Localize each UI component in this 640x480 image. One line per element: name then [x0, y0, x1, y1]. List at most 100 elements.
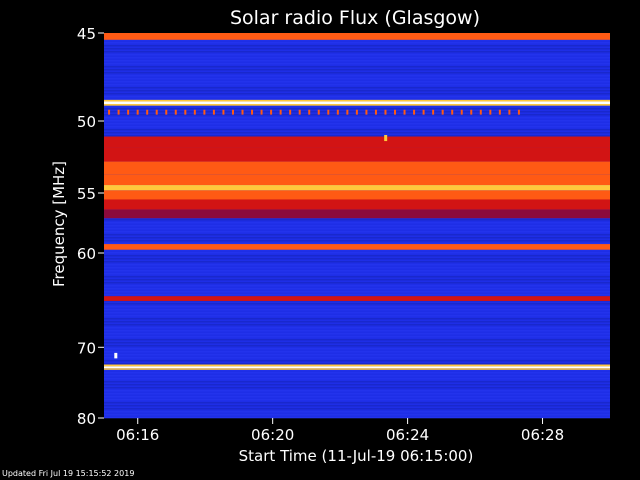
- background-stripe: [104, 375, 610, 377]
- spike-mark: [498, 109, 501, 115]
- background-stripe: [104, 330, 610, 332]
- frequency-band: [104, 33, 610, 40]
- background-stripe: [104, 261, 610, 263]
- chart-title: Solar radio Flux (Glasgow): [230, 7, 480, 29]
- background-stripe: [104, 234, 610, 236]
- spike-mark: [394, 109, 397, 115]
- background-stripe: [104, 123, 610, 125]
- background-stripe: [104, 318, 610, 320]
- spike-mark: [489, 109, 492, 115]
- frequency-band: [104, 161, 610, 175]
- frequency-band: [104, 366, 610, 369]
- x-tick-label: 06:24: [386, 426, 429, 444]
- spike-mark: [441, 109, 444, 115]
- frequency-band: [104, 174, 610, 186]
- background-stripe: [104, 126, 610, 128]
- background-stripe: [104, 291, 610, 293]
- background-stripe: [104, 333, 610, 335]
- spike-mark: [479, 109, 482, 115]
- background-stripe: [104, 219, 610, 221]
- background-stripe: [104, 324, 610, 326]
- updated-timestamp: Updated Fri Jul 19 15:15:52 2019: [2, 469, 135, 478]
- burst-mark: [384, 135, 388, 142]
- spike-mark: [222, 109, 225, 115]
- spike-mark: [279, 109, 282, 115]
- background-stripe: [104, 348, 610, 350]
- background-stripe: [104, 51, 610, 53]
- background-stripe: [104, 336, 610, 338]
- background-stripe: [104, 321, 610, 323]
- background-stripe: [104, 60, 610, 62]
- background-stripe: [104, 249, 610, 251]
- spike-mark: [460, 109, 463, 115]
- background-stripe: [104, 225, 610, 227]
- spike-mark: [193, 109, 196, 115]
- background-stripe: [104, 135, 610, 137]
- x-tick-label: 06:20: [251, 426, 294, 444]
- frequency-band: [104, 199, 610, 210]
- spike-mark: [251, 109, 254, 115]
- spike-mark: [241, 109, 244, 115]
- frequency-band: [104, 136, 610, 148]
- frequency-band: [104, 368, 610, 370]
- x-axis-label: Start Time (11-Jul-19 06:15:00): [239, 447, 474, 465]
- background-stripe: [104, 45, 610, 47]
- spike-mark: [155, 109, 158, 115]
- background-stripe: [104, 327, 610, 329]
- background-stripe: [104, 408, 610, 410]
- background-stripe: [104, 315, 610, 317]
- spike-mark: [146, 109, 149, 115]
- y-tick-label: 60: [77, 245, 96, 263]
- background-stripe: [104, 66, 610, 68]
- background-stripe: [104, 69, 610, 71]
- background-stripe: [104, 105, 610, 107]
- frequency-band: [104, 104, 610, 106]
- background-stripe: [104, 87, 610, 89]
- background-stripe: [104, 384, 610, 386]
- y-tick-label: 80: [77, 410, 96, 428]
- spike-mark: [165, 109, 168, 115]
- spike-mark: [327, 109, 330, 115]
- frequency-band: [104, 185, 610, 191]
- spike-mark: [231, 109, 234, 115]
- y-tick-label: 50: [77, 113, 96, 131]
- background-stripe: [104, 294, 610, 296]
- background-stripe: [104, 345, 610, 347]
- background-stripe: [104, 258, 610, 260]
- background-stripe: [104, 309, 610, 311]
- background-stripe: [104, 288, 610, 290]
- background-stripe: [104, 237, 610, 239]
- background-stripe: [104, 276, 610, 278]
- background-stripe: [104, 93, 610, 95]
- background-stripe: [104, 279, 610, 281]
- spike-mark: [212, 109, 215, 115]
- background-stripe: [104, 285, 610, 287]
- background-stripe: [104, 270, 610, 272]
- background-stripe: [104, 354, 610, 356]
- background-stripe: [104, 381, 610, 383]
- spike-mark: [432, 109, 435, 115]
- spike-mark: [136, 109, 139, 115]
- background-stripe: [104, 57, 610, 59]
- background-stripe: [104, 414, 610, 416]
- background-stripe: [104, 48, 610, 50]
- spike-mark: [384, 109, 387, 115]
- background-stripe: [104, 390, 610, 392]
- spike-mark: [203, 109, 206, 115]
- background-stripe: [104, 267, 610, 269]
- background-stripe: [104, 378, 610, 380]
- radio-bursts: [114, 135, 388, 359]
- background-stripe: [104, 252, 610, 254]
- background-stripe: [104, 72, 610, 74]
- background-stripe: [104, 255, 610, 257]
- background-stripe: [104, 393, 610, 395]
- y-axis-label: Frequency [MHz]: [50, 161, 68, 287]
- background-stripe: [104, 306, 610, 308]
- background-stripe: [104, 312, 610, 314]
- background-stripe: [104, 90, 610, 92]
- spike-mark: [298, 109, 301, 115]
- frequency-band: [104, 364, 610, 367]
- background-stripe: [104, 399, 610, 401]
- spike-mark: [108, 109, 111, 115]
